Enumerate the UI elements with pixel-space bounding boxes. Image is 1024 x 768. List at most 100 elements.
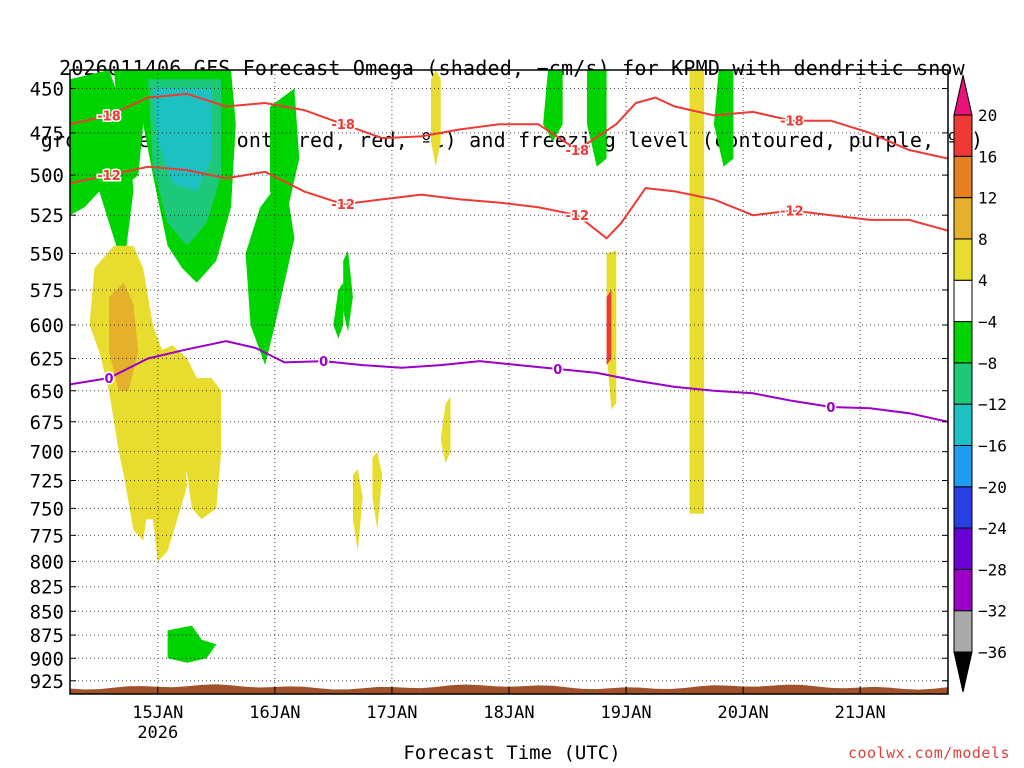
- contour-label--18: -18: [566, 144, 590, 159]
- colorbar-box: [953, 279, 973, 323]
- omega-region-7: [343, 250, 353, 332]
- y-tick-label: 750: [30, 498, 64, 520]
- colorbar-tick-label: −32: [978, 602, 1007, 621]
- colorbar-tick-label: −28: [978, 560, 1007, 579]
- y-tick-label: 500: [30, 165, 64, 187]
- y-tick-label: 525: [30, 205, 64, 227]
- omega-region-3: [245, 175, 295, 366]
- omega-region-1: [113, 70, 148, 184]
- contour-line--12: [70, 165, 948, 240]
- colorbar-box: [953, 527, 973, 570]
- omega-region-18: [372, 451, 383, 530]
- y-tick-label: 875: [30, 625, 64, 647]
- colorbar-box: [953, 197, 973, 240]
- colorbar-tick-label: 4: [978, 271, 988, 290]
- gridlines: [70, 70, 948, 694]
- colorbar-tick-label: −36: [978, 643, 1007, 662]
- colorbar-bottom-arrow: [953, 651, 973, 693]
- colorbar: 20 16 12 8 4 −4 −8 −12 −16 −20 −24 −28 −32 −36: [953, 74, 1007, 693]
- y-tick-label: 650: [30, 381, 64, 403]
- contour-label-0: 0: [104, 372, 113, 387]
- omega-region-14: [157, 345, 222, 520]
- omega-region-20: [440, 397, 451, 464]
- omega-region-21: [689, 70, 705, 514]
- colorbar-top-arrow: [953, 74, 973, 116]
- y-axis: 450 475 500 525 550 575 600 625 650 675 700 725 750 7…: [30, 78, 948, 693]
- x-tick-label: 16JAN: [249, 703, 300, 723]
- colorbar-tick-label: −24: [978, 519, 1007, 538]
- x-tick-label: 21JAN: [835, 703, 886, 723]
- contour-label--18: -18: [331, 118, 355, 133]
- omega-shading-layer: [70, 70, 734, 663]
- contour-line-0: [70, 340, 948, 423]
- x-tick-label: 18JAN: [483, 703, 534, 723]
- contour-label--12: -12: [97, 169, 121, 184]
- omega-region-19: [431, 70, 441, 167]
- contour-layer: -18 -18 -18 -18 -12 -12 -12 -12 0 0 0 0: [70, 92, 948, 423]
- omega-region-17: [352, 469, 363, 552]
- omega-region-9: [543, 70, 563, 142]
- y-tick-label: 475: [30, 123, 64, 145]
- y-tick-label: 850: [30, 601, 64, 623]
- contour-line--18: [70, 92, 948, 160]
- contour-label--12: -12: [331, 198, 355, 213]
- contour-label--12: -12: [780, 204, 804, 219]
- y-tick-label: 550: [30, 243, 64, 265]
- x-axis-title: Forecast Time (UTC): [403, 742, 621, 764]
- colorbar-box: [953, 444, 973, 488]
- y-tick-label: 900: [30, 648, 64, 670]
- colorbar-tick-label: −20: [978, 478, 1007, 497]
- colorbar-tick-label: −8: [978, 354, 997, 373]
- colorbar-box: [953, 486, 973, 529]
- y-tick-label: 675: [30, 412, 64, 434]
- y-tick-label: 725: [30, 471, 64, 493]
- colorbar-box: [953, 321, 973, 364]
- colorbar-box: [953, 238, 973, 281]
- y-tick-label: 925: [30, 671, 64, 693]
- omega-region-0: [70, 70, 134, 269]
- omega-region-11: [713, 70, 734, 167]
- contour-label-0: 0: [826, 401, 835, 416]
- x-tick-label: 20JAN: [718, 703, 769, 723]
- colorbar-tick-label: 8: [978, 230, 988, 249]
- omega-region-16: [109, 282, 139, 391]
- colorbar-box: [953, 362, 973, 405]
- x-tick-label: 19JAN: [600, 703, 651, 723]
- contour-label--18: -18: [780, 115, 804, 130]
- contour-label-0: 0: [553, 363, 562, 378]
- y-tick-label: 600: [30, 315, 64, 337]
- colorbar-tick-label: 16: [978, 147, 997, 166]
- y-tick-label: 450: [30, 78, 64, 100]
- y-tick-label: 575: [30, 280, 64, 302]
- omega-region-15: [118, 351, 153, 541]
- omega-region-6: [152, 88, 212, 192]
- colorbar-box: [953, 403, 973, 446]
- x-tick-label: 17JAN: [366, 703, 417, 723]
- y-tick-label: 625: [30, 349, 64, 371]
- colorbar-box: [953, 155, 973, 199]
- colorbar-tick-label: −4: [978, 313, 997, 332]
- x-tick-label: 15JAN: [132, 703, 183, 723]
- omega-region-12: [167, 625, 217, 663]
- colorbar-tick-label: −16: [978, 436, 1007, 455]
- colorbar-box: [953, 610, 973, 653]
- omega-region-22: [606, 250, 617, 410]
- y-tick-label: 775: [30, 525, 64, 547]
- colorbar-box: [953, 114, 973, 157]
- y-tick-label: 825: [30, 577, 64, 599]
- y-tick-label: 800: [30, 551, 64, 573]
- omega-region-4: [270, 88, 300, 223]
- omega-region-8: [333, 282, 344, 339]
- colorbar-tick-label: 20: [978, 106, 997, 125]
- contour-label-0: 0: [319, 355, 328, 370]
- credit-text[interactable]: coolwx.com/models: [847, 744, 1010, 762]
- omega-region-23: [606, 290, 612, 366]
- x-tick-sublabel: 2026: [137, 723, 178, 743]
- contour-label--12: -12: [566, 209, 590, 224]
- y-tick-label: 700: [30, 442, 64, 464]
- omega-region-10: [587, 70, 607, 167]
- contour-label--18: -18: [97, 109, 121, 124]
- colorbar-tick-label: 12: [978, 189, 997, 208]
